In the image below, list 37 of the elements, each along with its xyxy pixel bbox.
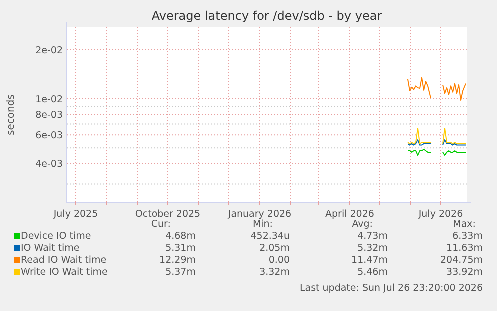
x-tick-label: July 2025 xyxy=(52,209,98,220)
text: 12.29m xyxy=(160,255,196,266)
legend-label: IO Wait time xyxy=(21,243,80,254)
text: 452.34u xyxy=(250,231,290,242)
text: 33.92m xyxy=(446,267,483,278)
text: 4.68m xyxy=(166,231,196,242)
text: 5.37m xyxy=(166,267,196,278)
y-tick-label: 4e-03 xyxy=(36,159,63,170)
text: 0.00 xyxy=(268,255,290,266)
text: 204.75m xyxy=(440,255,483,266)
text: 6.33m xyxy=(452,231,483,242)
x-tick-label: January 2026 xyxy=(227,209,292,220)
text: 11.47m xyxy=(352,255,388,266)
y-tick-label: 8e-03 xyxy=(36,110,63,122)
text: 2.05m xyxy=(260,243,290,254)
legend-label: Device IO time xyxy=(21,231,92,242)
text: Avg: xyxy=(352,219,373,230)
x-tick-label: July 2026 xyxy=(418,209,464,220)
text: 3.32m xyxy=(260,267,290,278)
text: Last update: Sun Jul 26 23:20:00 2026 xyxy=(300,283,483,294)
text: 11.63m xyxy=(446,243,483,254)
x-tick-label: April 2026 xyxy=(326,209,374,220)
text: Min: xyxy=(252,219,273,230)
y-axis-title: seconds xyxy=(6,94,17,136)
text: 5.32m xyxy=(358,243,388,254)
x-tick-label: October 2025 xyxy=(135,209,201,220)
chart-title: Average latency for /dev/sdb - by year xyxy=(152,9,382,23)
text: Max: xyxy=(453,219,476,230)
y-tick-label: 6e-03 xyxy=(36,130,63,142)
y-tick-label: 2e-02 xyxy=(36,45,63,56)
y-tick-label: 1e-02 xyxy=(36,94,63,106)
text: 4.73m xyxy=(358,231,388,242)
legend-label: Write IO Wait time xyxy=(21,267,108,278)
text: 5.31m xyxy=(166,243,196,254)
text: Cur: xyxy=(151,219,171,230)
legend-label: Read IO Wait time xyxy=(21,255,107,266)
text: 5.46m xyxy=(358,267,388,278)
